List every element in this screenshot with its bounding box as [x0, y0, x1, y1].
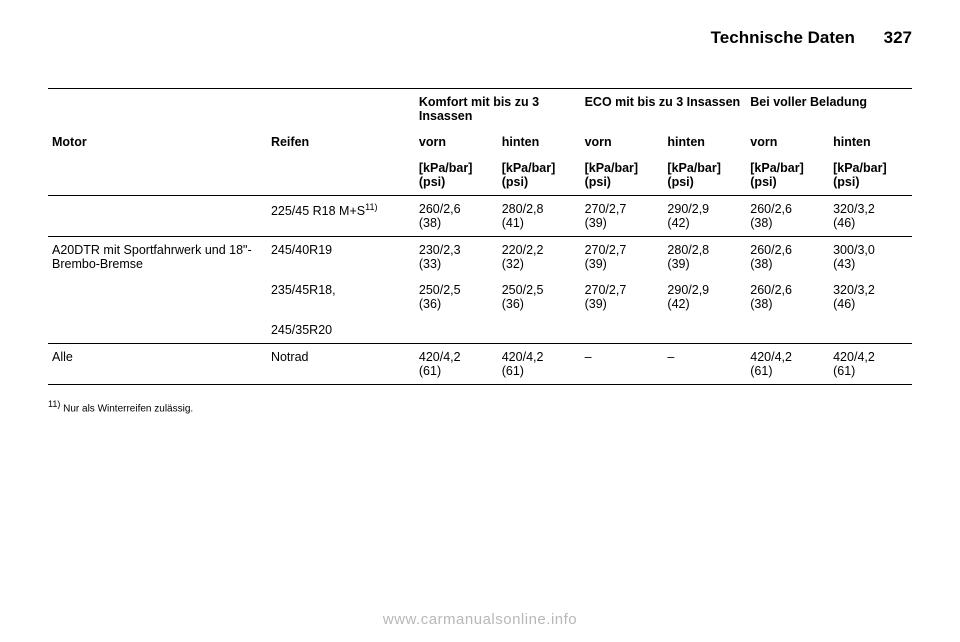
th-unit-3: [kPa/bar] (psi): [581, 155, 664, 196]
th-motor: Motor: [48, 129, 267, 155]
th-hinten-1: hinten: [498, 129, 581, 155]
cell-value: 420/4,2(61): [829, 344, 912, 385]
cell-reifen: 235/45R18,: [267, 277, 415, 317]
cell-value: 260/2,6(38): [746, 277, 829, 317]
th-hinten-3: hinten: [829, 129, 912, 155]
cell-value: 260/2,6(38): [415, 196, 498, 237]
cell-value: 320/3,2(46): [829, 196, 912, 237]
cell-value: 290/2,9(42): [663, 277, 746, 317]
cell-value: [829, 317, 912, 344]
footnote-number: 11): [48, 399, 60, 409]
cell-value: 260/2,6(38): [746, 196, 829, 237]
cell-reifen: 245/35R20: [267, 317, 415, 344]
th-vorn-3: vorn: [746, 129, 829, 155]
cell-value: [663, 317, 746, 344]
cell-value: 320/3,2(46): [829, 277, 912, 317]
footnote-text: Nur als Winterreifen zulässig.: [63, 403, 193, 414]
cell-motor: A20DTR mit Sportfahrwerk und 18"-Brembo-…: [48, 237, 267, 344]
th-komfort: Komfort mit bis zu 3 Insassen: [415, 89, 581, 130]
footnote: 11) Nur als Winterreifen zulässig.: [48, 399, 912, 414]
th-unit-5: [kPa/bar] (psi): [746, 155, 829, 196]
page-number: 327: [884, 28, 912, 47]
th-reifen: Reifen: [267, 129, 415, 155]
th-vorn-1: vorn: [415, 129, 498, 155]
th-unit-4: [kPa/bar] (psi): [663, 155, 746, 196]
cell-value: 230/2,3(33): [415, 237, 498, 278]
cell-value: 290/2,9(42): [663, 196, 746, 237]
cell-value: 280/2,8(39): [663, 237, 746, 278]
th-unit-6: [kPa/bar] (psi): [829, 155, 912, 196]
cell-value: –: [581, 344, 664, 385]
cell-reifen: Notrad: [267, 344, 415, 385]
th-hinten-2: hinten: [663, 129, 746, 155]
cell-value: 420/4,2(61): [498, 344, 581, 385]
cell-value: 270/2,7(39): [581, 196, 664, 237]
th-blank2: [267, 89, 415, 130]
th-eco: ECO mit bis zu 3 Insassen: [581, 89, 747, 130]
th-blank4: [267, 155, 415, 196]
cell-value: 220/2,2(32): [498, 237, 581, 278]
cell-value: 420/4,2(61): [415, 344, 498, 385]
cell-value: [498, 317, 581, 344]
cell-value: [746, 317, 829, 344]
cell-value: [581, 317, 664, 344]
th-unit-2: [kPa/bar] (psi): [498, 155, 581, 196]
cell-value: 280/2,8(41): [498, 196, 581, 237]
cell-reifen: 225/45 R18 M+S11): [267, 196, 415, 237]
cell-value: [415, 317, 498, 344]
cell-value: 420/4,2(61): [746, 344, 829, 385]
cell-value: 250/2,5(36): [415, 277, 498, 317]
cell-reifen: 245/40R19: [267, 237, 415, 278]
cell-value: 270/2,7(39): [581, 237, 664, 278]
th-blank1: [48, 89, 267, 130]
th-unit-1: [kPa/bar] (psi): [415, 155, 498, 196]
page-header: Technische Daten 327: [711, 28, 912, 48]
cell-value: 270/2,7(39): [581, 277, 664, 317]
section-title: Technische Daten: [711, 28, 855, 47]
cell-value: 300/3,0(43): [829, 237, 912, 278]
cell-motor: [48, 196, 267, 237]
cell-value: –: [663, 344, 746, 385]
cell-motor: Alle: [48, 344, 267, 385]
cell-value: 260/2,6(38): [746, 237, 829, 278]
cell-value: 250/2,5(36): [498, 277, 581, 317]
th-vorn-2: vorn: [581, 129, 664, 155]
th-blank3: [48, 155, 267, 196]
tire-pressure-table: Komfort mit bis zu 3 Insassen ECO mit bi…: [48, 88, 912, 385]
watermark: www.carmanualsonline.info: [383, 611, 577, 628]
th-voll: Bei voller Beladung: [746, 89, 912, 130]
